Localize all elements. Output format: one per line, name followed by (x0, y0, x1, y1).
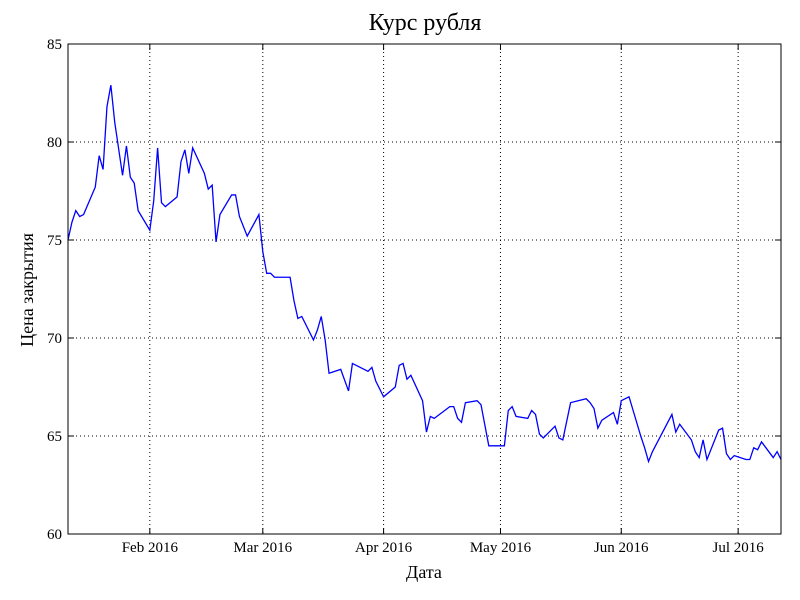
y-tick-label: 85 (47, 37, 62, 53)
y-tick-label: 65 (47, 429, 62, 445)
y-tick-label: 80 (47, 135, 62, 151)
x-tick-label: Apr 2016 (355, 540, 413, 556)
y-tick-label: 75 (47, 233, 62, 249)
x-axis-label: Дата (406, 562, 442, 582)
chart-title: Курс рубля (369, 10, 482, 36)
x-tick-label: Mar 2016 (233, 540, 292, 556)
x-tick-label: May 2016 (470, 540, 532, 556)
plot-frame (67, 43, 782, 535)
x-tick-label: Feb 2016 (122, 540, 179, 556)
y-axis-label: Цена закрытия (17, 233, 37, 347)
y-tick-label: 70 (47, 331, 62, 347)
x-tick-label: Jun 2016 (594, 540, 649, 556)
price-line (67, 85, 782, 464)
y-tick-label: 60 (47, 527, 62, 543)
x-tick-label: Jul 2016 (713, 540, 765, 556)
